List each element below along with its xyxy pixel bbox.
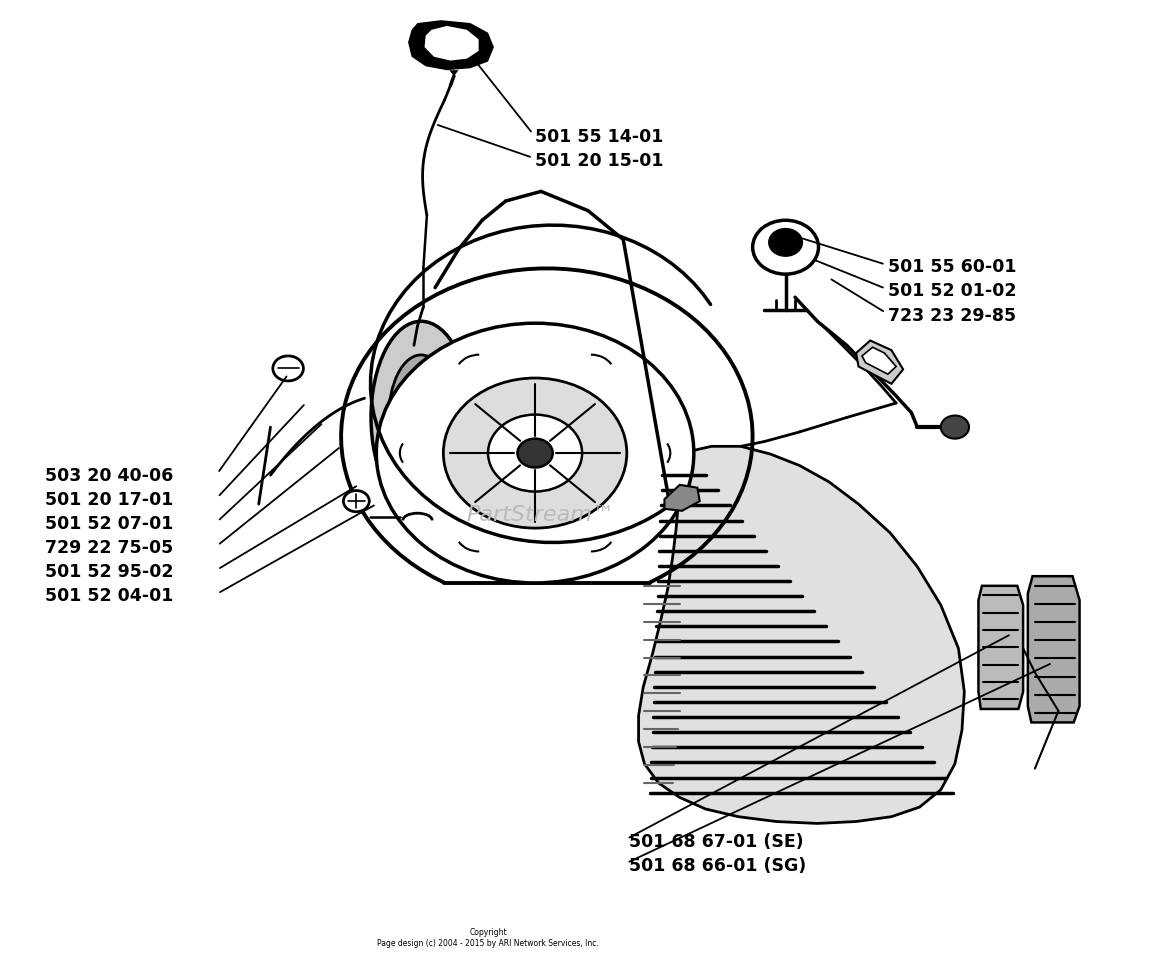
- Circle shape: [753, 221, 818, 275]
- Circle shape: [941, 416, 969, 439]
- Circle shape: [488, 415, 582, 492]
- Circle shape: [273, 357, 303, 382]
- Text: PartStream™: PartStream™: [467, 505, 615, 524]
- Polygon shape: [862, 348, 896, 375]
- Text: 501 55 14-01: 501 55 14-01: [535, 128, 663, 145]
- Text: 501 52 07-01: 501 52 07-01: [45, 515, 173, 532]
- Text: 501 52 01-02: 501 52 01-02: [888, 283, 1016, 300]
- Circle shape: [376, 324, 694, 583]
- Text: Copyright
Page design (c) 2004 - 2015 by ARI Network Services, Inc.: Copyright Page design (c) 2004 - 2015 by…: [377, 927, 599, 947]
- Polygon shape: [1028, 577, 1080, 723]
- Ellipse shape: [388, 356, 453, 480]
- Text: 501 68 67-01 (SE): 501 68 67-01 (SE): [629, 832, 803, 850]
- Text: 503 20 40-06: 503 20 40-06: [45, 467, 173, 484]
- Text: 501 52 95-02: 501 52 95-02: [45, 563, 173, 580]
- Circle shape: [769, 230, 802, 257]
- Circle shape: [395, 397, 447, 439]
- Text: 501 20 15-01: 501 20 15-01: [535, 152, 663, 169]
- Text: 501 20 17-01: 501 20 17-01: [45, 491, 173, 508]
- Circle shape: [343, 491, 369, 512]
- Polygon shape: [408, 21, 494, 71]
- Text: 729 22 75-05: 729 22 75-05: [45, 539, 173, 556]
- Circle shape: [517, 439, 553, 468]
- Text: 501 68 66-01 (SG): 501 68 66-01 (SG): [629, 856, 807, 874]
- Polygon shape: [449, 71, 459, 77]
- Polygon shape: [978, 586, 1023, 709]
- Text: 501 52 04-01: 501 52 04-01: [45, 587, 173, 604]
- Circle shape: [443, 379, 627, 529]
- Text: 723 23 29-85: 723 23 29-85: [888, 307, 1016, 324]
- Polygon shape: [425, 27, 479, 62]
- Ellipse shape: [370, 322, 470, 514]
- Text: 501 55 60-01: 501 55 60-01: [888, 259, 1016, 276]
- Polygon shape: [664, 485, 700, 511]
- Polygon shape: [639, 447, 964, 824]
- Polygon shape: [856, 341, 903, 384]
